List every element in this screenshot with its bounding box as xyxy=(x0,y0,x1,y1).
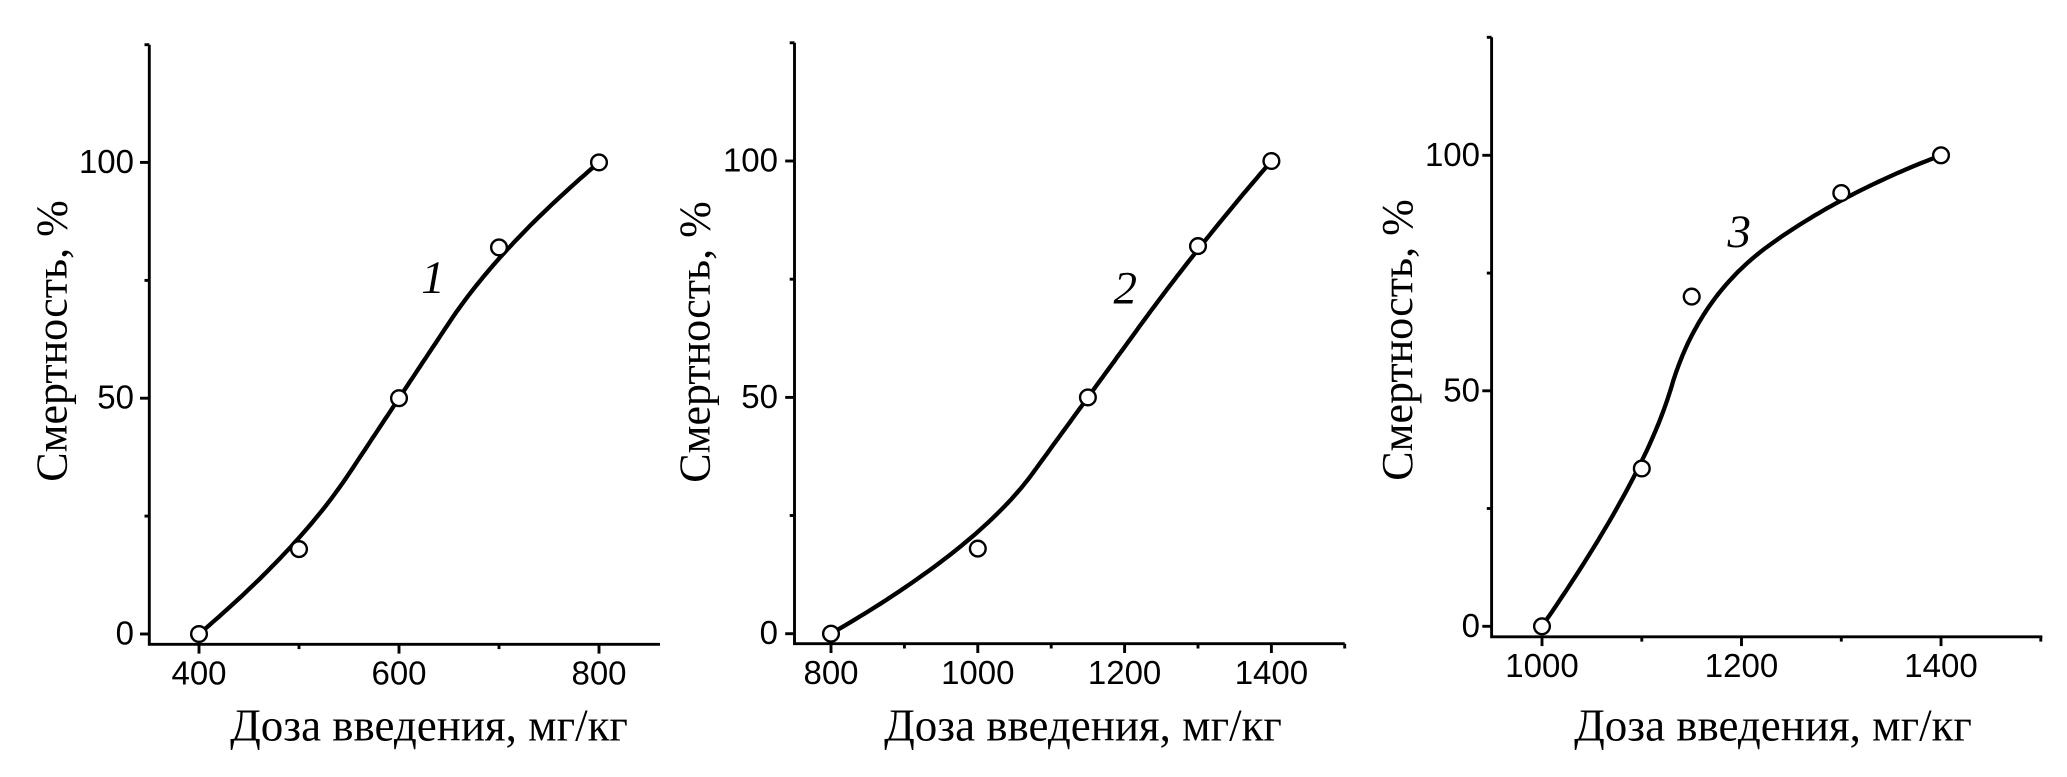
svg-text:0: 0 xyxy=(1462,607,1480,644)
svg-text:Смертность, %: Смертность, % xyxy=(28,200,77,482)
svg-text:400: 400 xyxy=(171,655,226,692)
svg-text:1000: 1000 xyxy=(1505,647,1578,684)
svg-text:Смертность, %: Смертность, % xyxy=(1373,199,1422,481)
svg-text:100: 100 xyxy=(723,142,778,179)
svg-text:50: 50 xyxy=(97,379,134,416)
svg-text:1000: 1000 xyxy=(941,654,1014,691)
svg-text:1400: 1400 xyxy=(1904,647,1977,684)
svg-text:1200: 1200 xyxy=(1705,647,1778,684)
svg-text:100: 100 xyxy=(1425,136,1480,173)
svg-text:0: 0 xyxy=(760,614,778,651)
svg-text:3: 3 xyxy=(1727,206,1752,258)
svg-text:2: 2 xyxy=(1114,263,1138,315)
svg-text:800: 800 xyxy=(571,655,626,692)
svg-text:Смертность, %: Смертность, % xyxy=(671,201,720,483)
svg-text:600: 600 xyxy=(371,655,426,692)
svg-text:Доза введения, мг/кг: Доза введения, мг/кг xyxy=(1574,701,1972,751)
svg-text:1: 1 xyxy=(421,252,445,304)
svg-text:Доза введения, мг/кг: Доза введения, мг/кг xyxy=(230,701,628,751)
svg-text:800: 800 xyxy=(803,654,858,691)
svg-text:100: 100 xyxy=(79,143,134,180)
svg-text:50: 50 xyxy=(1443,371,1480,408)
svg-text:0: 0 xyxy=(116,615,134,652)
svg-text:1200: 1200 xyxy=(1088,654,1161,691)
svg-text:1400: 1400 xyxy=(1235,654,1308,691)
svg-text:50: 50 xyxy=(741,378,778,415)
svg-text:Доза введения, мг/кг: Доза введения, мг/кг xyxy=(884,701,1282,751)
